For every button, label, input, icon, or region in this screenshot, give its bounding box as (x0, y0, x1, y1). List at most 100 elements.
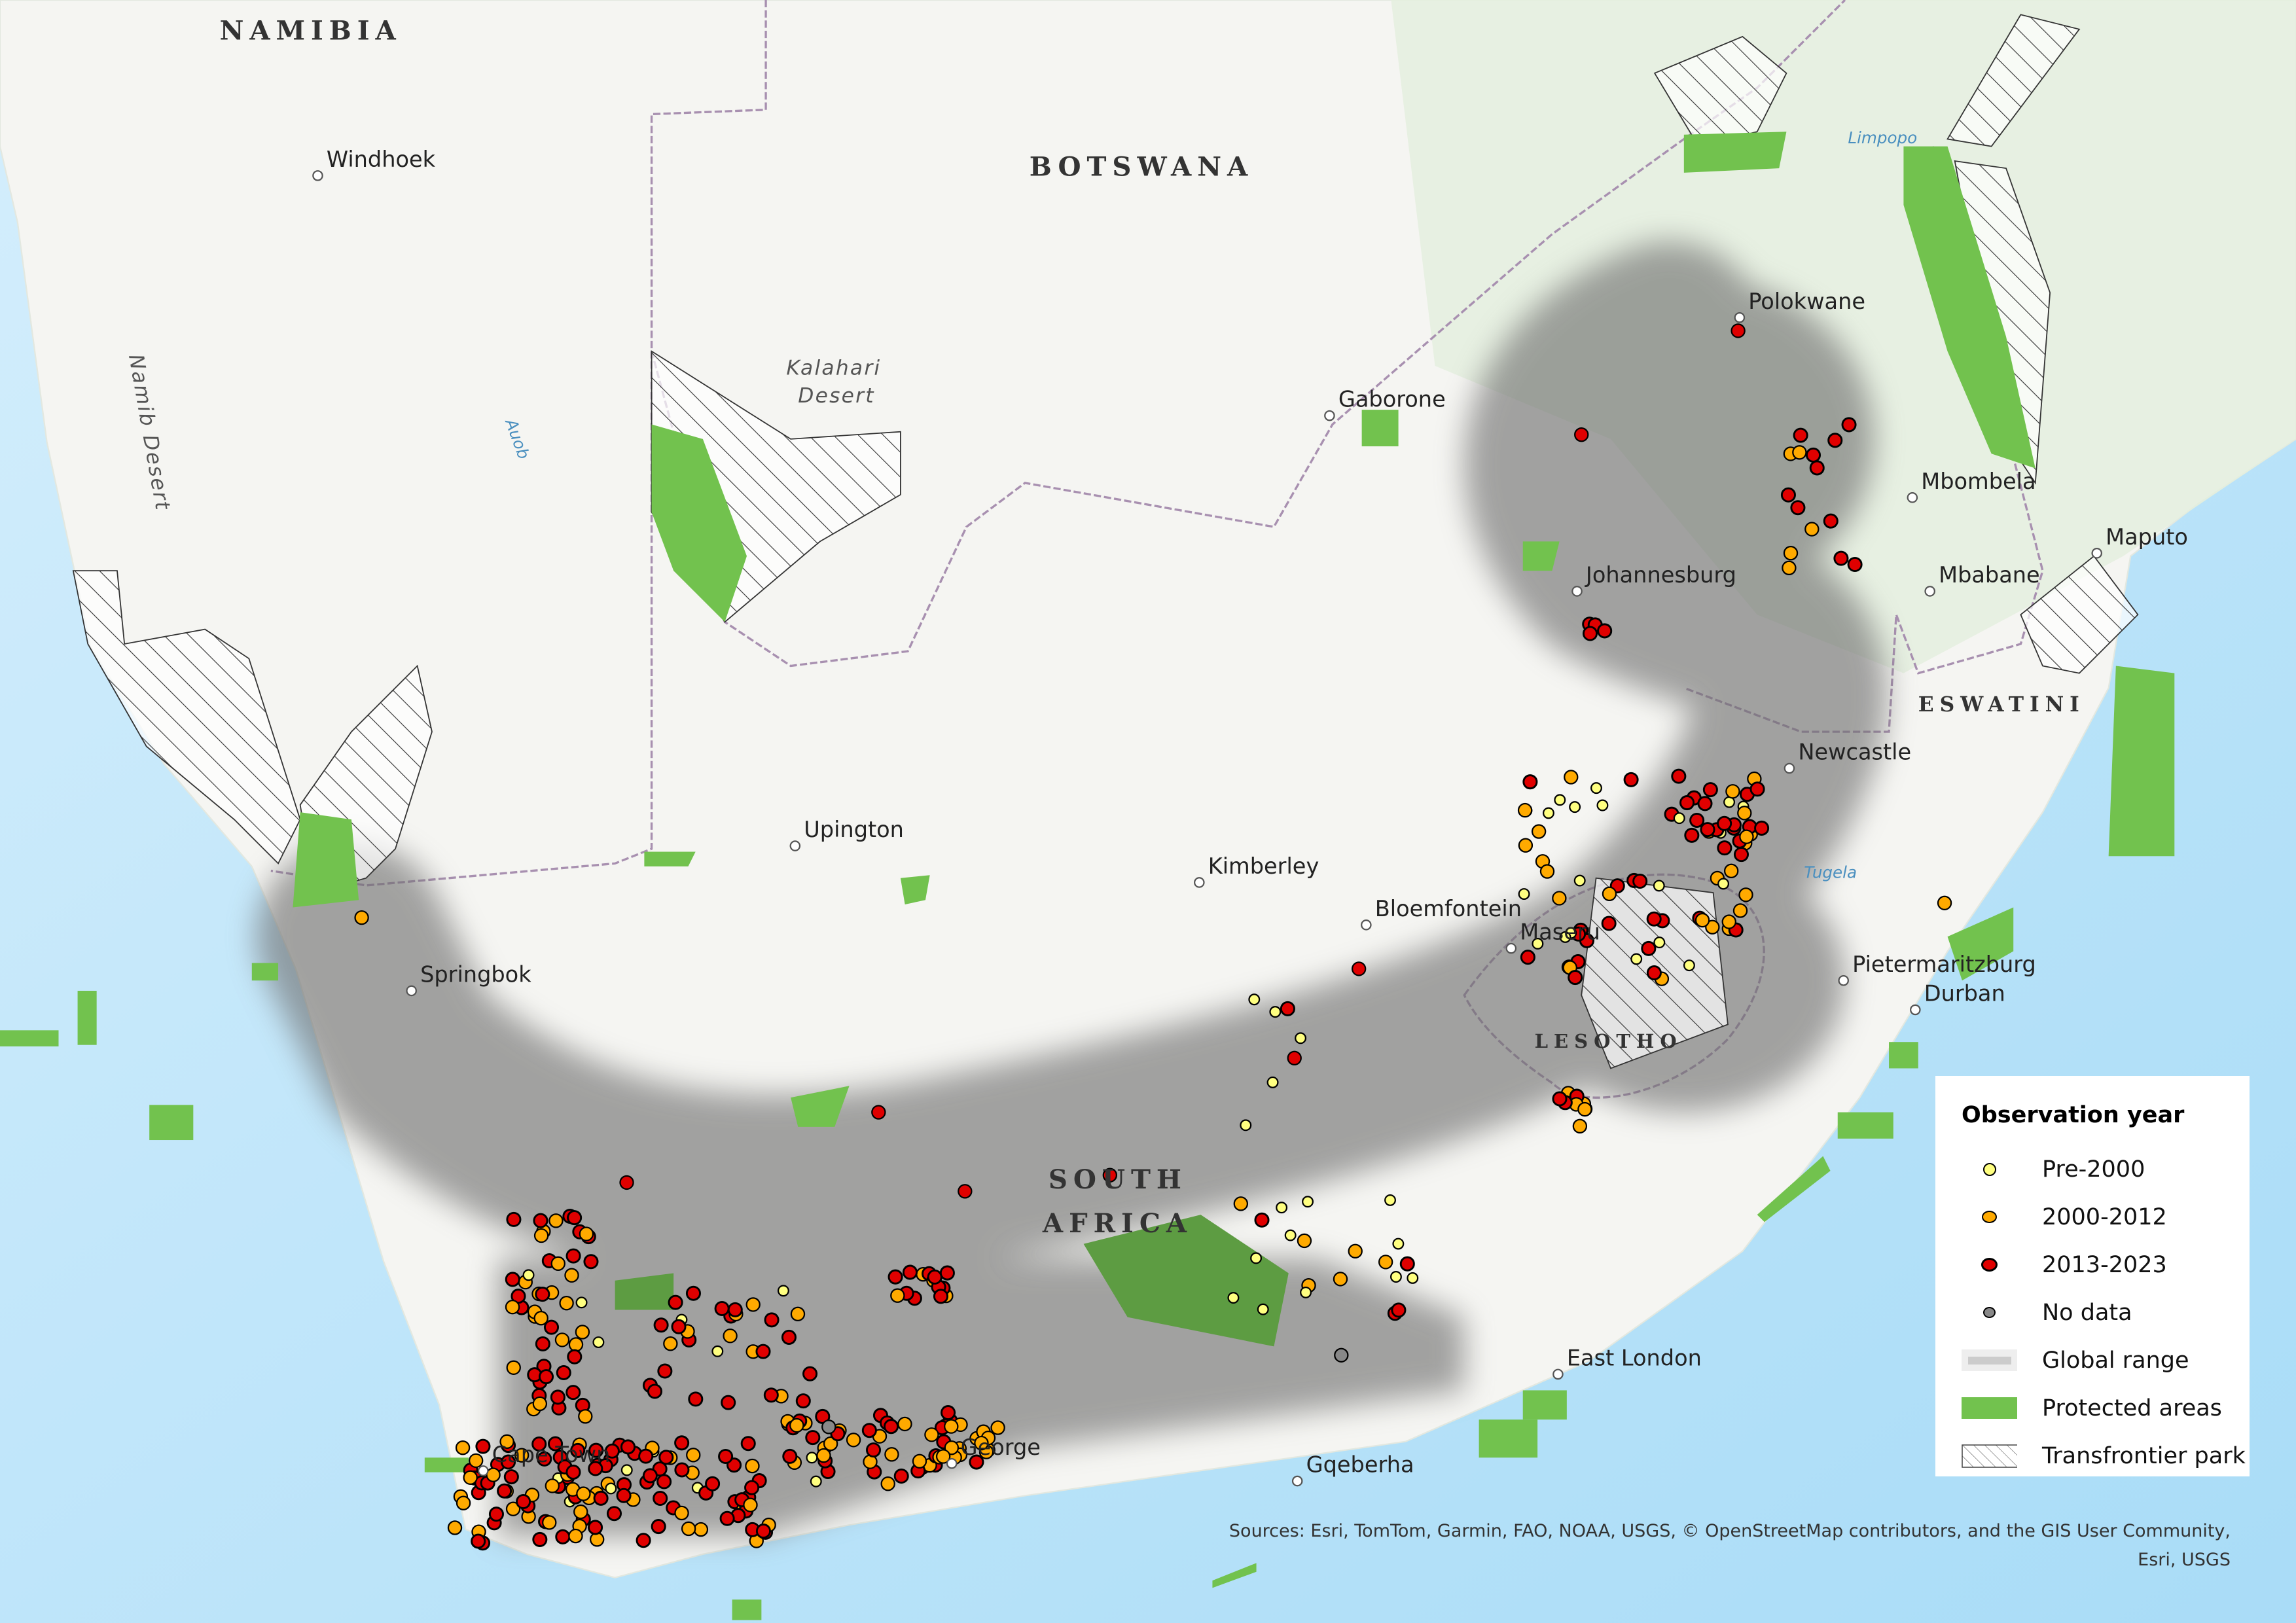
observation-point (764, 1312, 780, 1328)
observation-point (1102, 1168, 1118, 1183)
observation-point (719, 1510, 735, 1526)
city-label: Durban (1924, 981, 2005, 1007)
green-swatch-icon (1962, 1397, 2017, 1419)
observation-point (1334, 1347, 1349, 1363)
observation-point (588, 1520, 603, 1535)
observation-point (456, 1495, 471, 1510)
observation-point (579, 1226, 594, 1241)
observation-point (1695, 912, 1710, 928)
observation-point (620, 1464, 633, 1476)
observation-point (1257, 1303, 1269, 1315)
protected-areas (0, 132, 2175, 1620)
observation-point (1539, 864, 1555, 879)
observation-point (503, 1469, 519, 1485)
red-dot-icon (1981, 1258, 1998, 1272)
city-marker (406, 985, 417, 997)
observation-point (550, 1256, 565, 1271)
observation-point (590, 1532, 605, 1547)
observation-point (1233, 1196, 1249, 1211)
observation-point (548, 1436, 564, 1452)
observation-point (1632, 873, 1648, 889)
observation-point (1300, 1286, 1312, 1298)
observation-point (532, 1396, 548, 1412)
observation-point (912, 1454, 927, 1469)
city-label: Johannesburg (1585, 562, 1736, 588)
observation-point (1574, 427, 1589, 442)
legend-item-transfrontier-park: Transfrontier park (1962, 1432, 2250, 1480)
observation-point (576, 1486, 591, 1501)
observation-point (647, 1383, 662, 1399)
observation-point (619, 1175, 634, 1190)
observation-point (1601, 916, 1617, 931)
observation-point (1809, 460, 1825, 476)
observation-point (1348, 1243, 1363, 1259)
observation-point (1276, 1202, 1288, 1214)
observation-point (663, 1336, 678, 1351)
observation-point (693, 1522, 709, 1537)
observation-point (805, 1430, 821, 1446)
observation-point (475, 1438, 491, 1454)
observation-point (1517, 802, 1533, 818)
observation-point (1646, 911, 1662, 927)
observation-point (1564, 770, 1579, 785)
city-label: Newcastle (1798, 740, 1911, 765)
observation-point (714, 1300, 730, 1317)
observation-point (1937, 895, 1952, 910)
observation-point (816, 1448, 831, 1463)
observation-point (1733, 847, 1749, 863)
observation-point (1630, 953, 1643, 965)
observation-point (1295, 1032, 1307, 1044)
observation-point (1248, 993, 1261, 1006)
legend-item-2000-2012: 2000-2012 (1962, 1193, 2250, 1241)
observation-point (1250, 1252, 1263, 1264)
observation-point (790, 1306, 806, 1322)
observation-point (575, 1325, 590, 1340)
observation-point (573, 1504, 588, 1520)
observation-point (1254, 1212, 1270, 1228)
observation-point (846, 1433, 861, 1448)
city-label: George (961, 1435, 1041, 1460)
observation-point (865, 1442, 882, 1458)
observation-point (821, 1419, 836, 1435)
city-marker (1291, 1475, 1303, 1487)
observation-point (1227, 1292, 1240, 1304)
observation-point (537, 1451, 552, 1467)
observation-point (1552, 891, 1567, 906)
city-marker (1924, 586, 1935, 597)
observation-point (1518, 838, 1534, 853)
observation-point (1717, 878, 1730, 890)
observation-point (974, 1435, 989, 1451)
observation-point (781, 1329, 797, 1345)
observation-point (745, 1458, 760, 1474)
observation-point (1731, 323, 1746, 338)
legend: Observation year Pre-2000 2000-2012 2013… (1935, 1076, 2250, 1476)
gray-dot-icon (1983, 1307, 1996, 1318)
city-marker (1571, 586, 1583, 597)
observation-point (1738, 887, 1753, 902)
observation-point (1841, 417, 1857, 433)
observation-point (535, 1336, 550, 1351)
label-africa: AFRICA (1042, 1208, 1193, 1239)
observation-point (1391, 1302, 1407, 1318)
observation-point (763, 1387, 779, 1403)
observation-point (588, 1461, 603, 1476)
observation-point (1782, 560, 1797, 575)
observation-point (578, 1409, 593, 1424)
observation-point (890, 1288, 905, 1303)
observation-point (674, 1505, 689, 1521)
observation-point (1653, 880, 1665, 892)
observation-point (636, 1533, 651, 1548)
observation-point (1721, 914, 1736, 929)
observation-point (1520, 950, 1535, 965)
observation-point (861, 1423, 877, 1438)
observation-point (681, 1521, 696, 1537)
observation-point (499, 1434, 514, 1450)
observation-point (533, 1213, 548, 1228)
city-label: Mbabane (1939, 562, 2040, 588)
label-tugela: Tugela (1804, 863, 1857, 882)
observation-point (740, 1436, 756, 1452)
observation-points (354, 323, 1952, 1551)
observation-point (542, 1515, 557, 1530)
observation-point (1543, 807, 1554, 819)
